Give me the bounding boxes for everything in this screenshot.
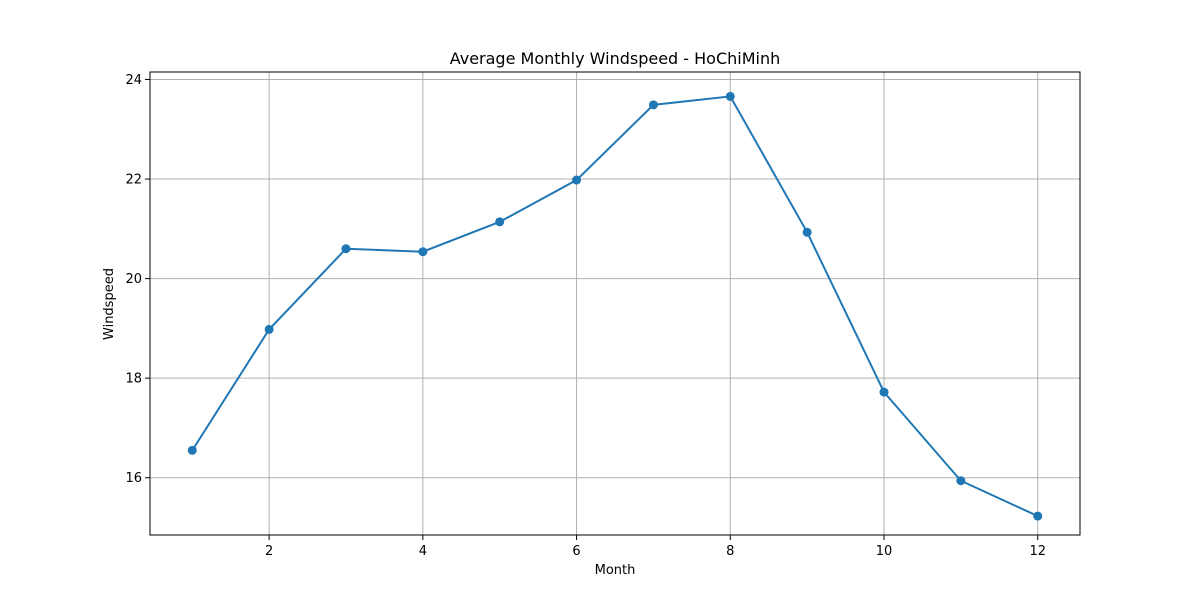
x-tick-label: 8 <box>726 544 734 559</box>
grid <box>150 72 1080 535</box>
data-point <box>341 244 351 254</box>
data-point <box>572 175 582 185</box>
data-point <box>264 324 274 334</box>
y-tick-label: 22 <box>125 173 142 188</box>
data-point <box>418 247 428 257</box>
data-point <box>1033 511 1043 521</box>
y-tick-label: 24 <box>125 73 142 88</box>
x-tick-label: 10 <box>876 544 893 559</box>
x-axis-label: Month <box>595 563 636 578</box>
series-line <box>191 95 1039 517</box>
y-axis-label: Windspeed <box>102 268 117 340</box>
data-point <box>802 227 812 237</box>
data-point <box>187 445 197 455</box>
y-tick-label: 20 <box>125 272 142 287</box>
x-tick-label: 6 <box>572 544 580 559</box>
y-tick-label: 16 <box>125 471 142 486</box>
x-tick-label: 2 <box>265 544 273 559</box>
data-point <box>495 217 505 227</box>
data-point <box>725 91 735 101</box>
x-tick-label: 4 <box>419 544 427 559</box>
data-point <box>648 100 658 110</box>
plot-frame <box>149 71 1081 536</box>
series-layer <box>187 91 1043 521</box>
x-tick-label: 12 <box>1029 544 1046 559</box>
data-point <box>956 476 966 486</box>
chart-title: Average Monthly Windspeed - HoChiMinh <box>450 49 781 68</box>
y-tick-label: 18 <box>125 372 142 387</box>
data-point <box>879 387 889 397</box>
